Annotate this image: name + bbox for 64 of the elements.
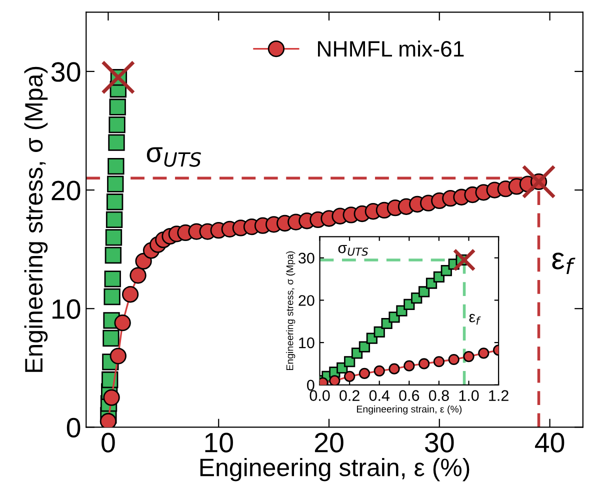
point xyxy=(388,363,400,374)
x-tick-label: 40 xyxy=(534,432,564,452)
x-tick-label: 0.4 xyxy=(369,390,390,401)
point xyxy=(478,348,490,359)
point xyxy=(114,314,131,332)
point xyxy=(106,211,123,228)
x-tick-label: 0.8 xyxy=(428,390,449,401)
point xyxy=(104,270,121,288)
point xyxy=(404,360,415,372)
y-tick-label: 20 xyxy=(52,180,80,200)
y-tick-label: 20 xyxy=(298,295,314,306)
ref-line-label: ε$_{f}$ xyxy=(552,252,576,274)
point xyxy=(522,164,556,199)
point xyxy=(104,288,120,306)
point xyxy=(463,350,474,362)
point xyxy=(108,158,124,175)
y-tick-label: 30 xyxy=(298,252,314,264)
x-tick-label: 0.0 xyxy=(310,390,330,401)
point xyxy=(100,412,117,428)
ref-line-label: σ$_{UTS}$ xyxy=(338,245,368,256)
point xyxy=(102,330,120,347)
point xyxy=(104,246,122,264)
point xyxy=(110,348,126,364)
x-tick-label: 0.6 xyxy=(399,390,420,401)
point xyxy=(130,267,146,284)
point xyxy=(122,286,139,303)
point xyxy=(358,368,370,380)
point xyxy=(344,370,356,382)
x-tick-label: 10 xyxy=(205,432,233,452)
point xyxy=(418,286,430,298)
x-tick-label: 0.2 xyxy=(340,390,360,401)
y-tick-label: 10 xyxy=(299,337,314,348)
point xyxy=(106,194,124,210)
ref-line-label: ε$_{f}$ xyxy=(469,314,481,325)
x-tick-label: 30 xyxy=(425,432,454,452)
y-axis-title: Engineering stress, σ (Mpa) xyxy=(286,251,296,370)
point xyxy=(358,341,370,352)
point xyxy=(108,116,126,134)
x-tick-label: 20 xyxy=(314,432,344,452)
x-tick-label: 1.2 xyxy=(489,390,508,401)
legend-label: NHMFL mix-61 xyxy=(318,40,464,57)
point xyxy=(433,356,445,368)
point xyxy=(329,375,340,385)
x-tick-label: 0 xyxy=(102,432,115,452)
point xyxy=(109,98,126,116)
point xyxy=(452,248,476,272)
point xyxy=(418,358,430,370)
y-axis-title: Engineering stress, σ (Mpa) xyxy=(24,66,48,372)
y-tick-label: 30 xyxy=(51,62,80,82)
point xyxy=(105,229,122,246)
point xyxy=(103,389,120,406)
x-tick-label: 1.0 xyxy=(459,390,479,401)
point xyxy=(374,326,385,338)
x-axis-title: Engineering strain, ε (%) xyxy=(357,405,462,414)
point xyxy=(374,365,385,376)
point xyxy=(108,134,125,151)
y-tick-label: 10 xyxy=(52,299,80,319)
y-tick-label: 0 xyxy=(307,380,314,391)
point xyxy=(344,356,356,368)
point xyxy=(448,354,460,366)
ref-line-label: σ$_{UTS}$ xyxy=(146,147,201,167)
point xyxy=(107,176,124,192)
y-tick-label: 0 xyxy=(66,418,80,438)
x-axis-title: Engineering strain, ε (%) xyxy=(200,458,470,482)
